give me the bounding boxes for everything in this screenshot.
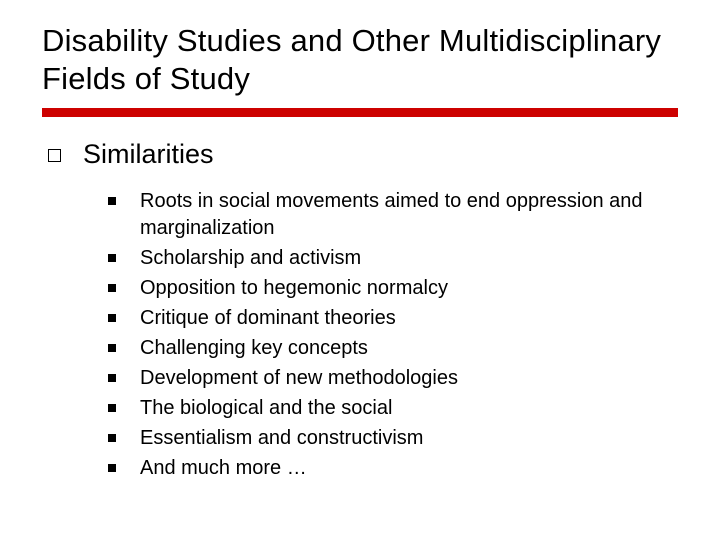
list-item-text: Roots in social movements aimed to end o… (140, 188, 678, 242)
square-bullet-icon (108, 254, 116, 262)
square-bullet-icon (108, 314, 116, 322)
square-bullet-icon (108, 464, 116, 472)
square-bullet-icon (108, 344, 116, 352)
list-item-text: Opposition to hegemonic normalcy (140, 275, 448, 302)
slide: Disability Studies and Other Multidiscip… (0, 0, 720, 540)
list-item-text: Development of new methodologies (140, 365, 458, 392)
list-item: Scholarship and activism (108, 245, 678, 272)
square-bullet-icon (108, 374, 116, 382)
list-item-text: Scholarship and activism (140, 245, 361, 272)
list-item: The biological and the social (108, 395, 678, 422)
list-item-text: And much more … (140, 455, 307, 482)
square-bullet-icon (108, 284, 116, 292)
square-bullet-icon (108, 434, 116, 442)
square-open-bullet-icon (48, 149, 61, 162)
list-item: Opposition to hegemonic normalcy (108, 275, 678, 302)
section-heading-row: Similarities (48, 139, 678, 170)
list-item: Roots in social movements aimed to end o… (108, 188, 678, 242)
list-item: Challenging key concepts (108, 335, 678, 362)
slide-title: Disability Studies and Other Multidiscip… (42, 22, 678, 98)
list-item: Development of new methodologies (108, 365, 678, 392)
list-item: Critique of dominant theories (108, 305, 678, 332)
square-bullet-icon (108, 197, 116, 205)
list-item: And much more … (108, 455, 678, 482)
bullet-list: Roots in social movements aimed to end o… (48, 186, 678, 482)
list-item-text: Critique of dominant theories (140, 305, 396, 332)
rule-container (0, 98, 720, 117)
list-item: Essentialism and constructivism (108, 425, 678, 452)
accent-rule (42, 108, 678, 117)
list-item-text: Challenging key concepts (140, 335, 368, 362)
square-bullet-icon (108, 404, 116, 412)
title-block: Disability Studies and Other Multidiscip… (0, 0, 720, 98)
section-heading: Similarities (83, 139, 214, 170)
content-area: Similarities Roots in social movements a… (0, 117, 720, 482)
list-item-text: The biological and the social (140, 395, 392, 422)
list-item-text: Essentialism and constructivism (140, 425, 423, 452)
